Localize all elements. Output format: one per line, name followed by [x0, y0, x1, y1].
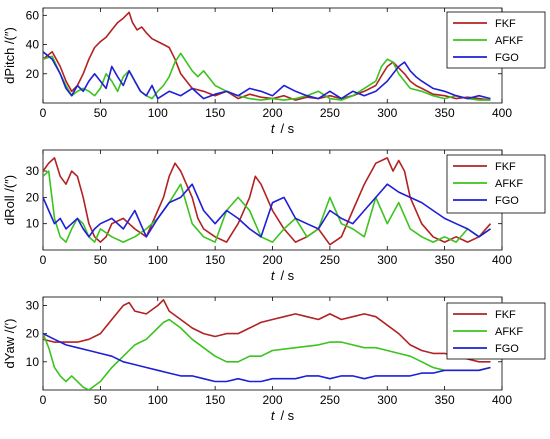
legend-label-fkf: FKF: [495, 161, 516, 173]
chart-panel-3: 0 50 100 150 200 250 300 350 400 10 20 30 dYaw /(′) t…: [2, 296, 546, 423]
series-line-fgo: [43, 332, 491, 383]
x-tick-label: 250: [320, 393, 340, 407]
x-tick-label: 300: [377, 393, 397, 407]
x-axis-unit: / s: [280, 121, 294, 136]
x-tick-label: 200: [262, 393, 282, 407]
y-tick-label: 20: [26, 327, 40, 341]
x-tick-label: 0: [40, 393, 47, 407]
y-tick-label: 20: [26, 190, 40, 204]
series-line-afkf: [43, 52, 491, 101]
x-tick-label: 50: [94, 106, 108, 120]
y-tick-label: 10: [26, 217, 40, 231]
x-tick-label: 100: [148, 106, 168, 120]
y-axis-label: dYaw /(′): [2, 319, 17, 369]
x-tick-label: 300: [377, 253, 397, 267]
series-line-fgo: [43, 183, 491, 238]
legend: FKF AFKF FGO: [446, 11, 546, 69]
y-tick-label: 60: [26, 8, 40, 22]
x-axis-label: t / s: [271, 408, 295, 423]
x-tick-label: 400: [492, 106, 512, 120]
plot-area: [42, 149, 503, 251]
legend-label-fkf: FKF: [495, 18, 516, 30]
chart-panel-1: 0 50 100 150 200 250 300 350 400 20 40 60 dPitch /(″…: [2, 7, 546, 136]
x-axis-unit: / s: [280, 408, 294, 423]
x-tick-label: 200: [262, 106, 282, 120]
x-axis-variable: t: [271, 268, 276, 283]
x-tick-label: 150: [205, 106, 225, 120]
series-line-afkf: [43, 318, 491, 390]
x-tick-label: 350: [435, 253, 455, 267]
x-tick-label: 50: [94, 393, 108, 407]
series-line-fkf: [43, 298, 491, 363]
plot-area: [42, 296, 503, 391]
x-tick-label: 400: [492, 393, 512, 407]
legend-label-afkf: AFKF: [495, 35, 523, 47]
x-tick-label: 0: [40, 253, 47, 267]
x-axis-unit: / s: [280, 268, 294, 283]
legend-label-fgo: FGO: [495, 195, 519, 207]
x-tick-label: 200: [262, 253, 282, 267]
y-tick-label: 20: [26, 67, 40, 81]
legend-label-afkf: AFKF: [495, 326, 523, 338]
x-axis-variable: t: [271, 121, 276, 136]
x-tick-label: 250: [320, 253, 340, 267]
x-axis-label: t / s: [271, 121, 295, 136]
x-tick-label: 0: [40, 106, 47, 120]
y-axis-label: dPitch /(″): [2, 27, 17, 84]
x-tick-label: 50: [94, 253, 108, 267]
legend-label-afkf: AFKF: [495, 178, 523, 190]
x-tick-label: 400: [492, 253, 512, 267]
y-tick-label: 30: [26, 164, 40, 178]
x-tick-label: 150: [205, 393, 225, 407]
series-line-fkf: [43, 157, 492, 246]
x-tick-label: 350: [435, 106, 455, 120]
legend: FKF AFKF FGO: [446, 302, 546, 360]
chart-panel-2: 0 50 100 150 200 250 300 350 400 10 20 30 dRoll /(″)…: [2, 149, 546, 283]
legend-label-fgo: FGO: [495, 52, 519, 64]
y-tick-label: 30: [26, 298, 40, 312]
x-axis-variable: t: [271, 408, 276, 423]
x-tick-label: 100: [148, 253, 168, 267]
x-tick-label: 100: [148, 393, 168, 407]
series-line-afkf: [43, 170, 491, 243]
series-line-fgo: [43, 51, 491, 100]
x-tick-label: 350: [435, 393, 455, 407]
legend-box: [446, 154, 546, 214]
legend: FKF AFKF FGO: [446, 154, 546, 214]
x-axis-label: t / s: [271, 268, 295, 283]
legend-label-fkf: FKF: [495, 309, 516, 321]
y-axis-label: dRoll /(″): [2, 175, 17, 225]
y-tick-label: 10: [26, 355, 40, 369]
y-tick-label: 40: [26, 38, 40, 52]
legend-label-fgo: FGO: [495, 343, 519, 355]
x-tick-label: 150: [205, 253, 225, 267]
x-tick-label: 250: [320, 106, 340, 120]
x-tick-label: 300: [377, 106, 397, 120]
